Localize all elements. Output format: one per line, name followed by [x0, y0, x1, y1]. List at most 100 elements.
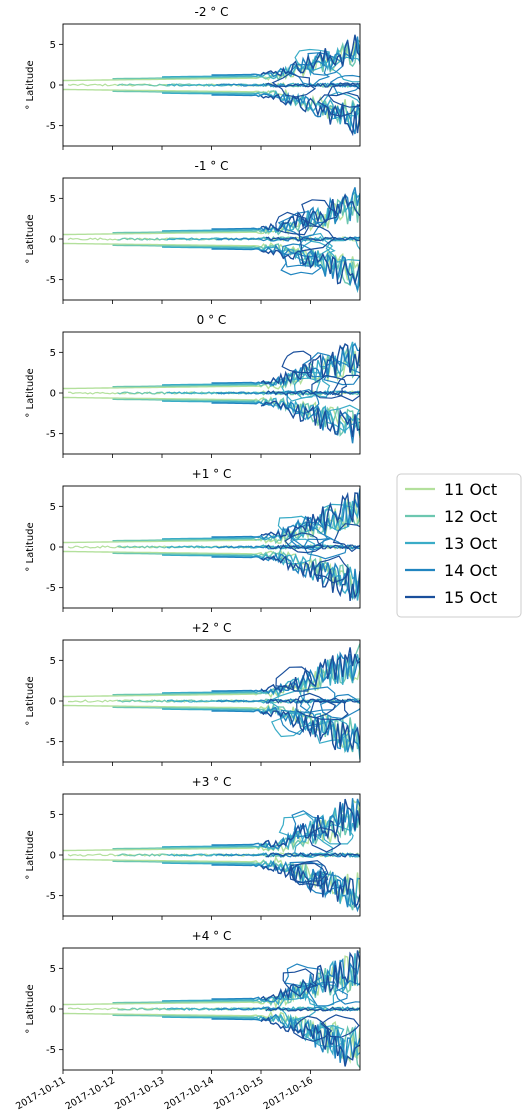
contour-line: [260, 555, 360, 602]
plot-frame: [62, 793, 361, 917]
contour-line: [323, 359, 360, 386]
plot-frame: [62, 331, 361, 455]
contour-line: [112, 859, 360, 911]
contour-line: [260, 343, 360, 386]
contour-line: [211, 706, 360, 753]
contour-line: [260, 34, 360, 77]
contour-line: [161, 492, 360, 541]
panel-title: +1 ° C: [192, 467, 232, 481]
contour-line: [278, 996, 316, 1023]
contour-line: [63, 396, 360, 438]
contour-line: [306, 52, 344, 76]
panel-title: 0 ° C: [197, 313, 227, 327]
contour-line: [161, 807, 360, 851]
x-axis: 2017-10-112017-10-122017-10-132017-10-14…: [14, 1075, 315, 1112]
y-tick-label: 0: [50, 543, 56, 554]
contour-line: [334, 979, 360, 1005]
plot-frame: [62, 639, 361, 763]
contour-line: [277, 538, 316, 565]
contour-line: [265, 82, 360, 88]
panels: -2 ° C ° Latitude -5 0 5 -1 ° C ° Latitude -5 0 5…: [25, 5, 361, 1074]
contour-line: [265, 544, 360, 550]
contour-line: [166, 698, 360, 704]
contour-line: [161, 553, 360, 601]
contour-line: [260, 798, 360, 848]
contour-line: [63, 88, 360, 132]
contour-line: [281, 350, 312, 374]
contour-line: [260, 1016, 360, 1067]
y-tick-label: -5: [46, 121, 56, 132]
contour-line: [303, 537, 347, 560]
contour-line: [260, 950, 360, 1002]
contour-line: [166, 852, 360, 858]
legend-box: [396, 473, 522, 618]
contour-line: [112, 37, 360, 82]
x-tick-label: 2017-10-12: [64, 1075, 117, 1112]
panel: +4 ° C ° Latitude -5 0 5: [25, 929, 361, 1074]
contour-line: [211, 860, 360, 913]
contour-line: [216, 82, 360, 88]
contours: [63, 341, 360, 444]
y-tick-label: 5: [50, 810, 56, 821]
legend: 11 Oct 12 Oct 13 Oct 14 Oct 15 Oct: [396, 473, 522, 618]
contour-line: [289, 60, 331, 86]
panel: +2 ° C ° Latitude -5 0 5: [25, 621, 361, 766]
plot-frame: [62, 23, 361, 147]
panel-title: +2 ° C: [192, 621, 232, 635]
y-tick-label: -5: [46, 737, 56, 748]
contour-line: [161, 705, 360, 760]
contour-line: [265, 698, 360, 704]
y-tick-label: 0: [50, 697, 56, 708]
contour-line: [291, 810, 327, 838]
contours: [63, 643, 360, 760]
contours: [63, 34, 360, 137]
panel-title: +4 ° C: [192, 929, 232, 943]
contour-line: [63, 797, 360, 853]
contour-line: [260, 710, 360, 751]
panel-title: -1 ° C: [195, 159, 229, 173]
contour-line: [275, 211, 309, 236]
y-tick-label: -5: [46, 891, 56, 902]
contour-line: [63, 196, 360, 236]
contour-line: [166, 82, 360, 88]
legend-label: 13 Oct: [444, 534, 497, 553]
contour-line: [288, 860, 329, 884]
y-axis-label: ° Latitude: [25, 522, 36, 571]
contour-line: [325, 236, 360, 263]
contour-line: [161, 397, 360, 436]
x-tick-label: 2017-10-16: [262, 1075, 315, 1112]
contour-line: [265, 1006, 360, 1012]
contour-line: [161, 190, 360, 234]
contour-line: [112, 243, 360, 287]
contour-line: [284, 532, 325, 554]
panel: -2 ° C ° Latitude -5 0 5: [25, 5, 361, 150]
contour-line: [296, 692, 337, 719]
y-tick-label: 0: [50, 81, 56, 92]
y-axis-label: ° Latitude: [25, 984, 36, 1033]
y-axis-label: ° Latitude: [25, 676, 36, 725]
contour-line: [281, 243, 316, 268]
contour-line: [112, 951, 360, 1007]
contour-line: [275, 666, 313, 692]
y-tick-label: 5: [50, 656, 56, 667]
contour-line: [286, 388, 320, 415]
y-axis-label: ° Latitude: [25, 830, 36, 879]
contour-line: [112, 643, 360, 696]
contour-line: [211, 957, 360, 1003]
contour-line: [317, 91, 360, 117]
contour-line: [161, 38, 360, 80]
contour-line: [216, 1006, 360, 1012]
y-tick-label: 5: [50, 348, 56, 359]
plot-frame: [62, 485, 361, 609]
contour-line: [166, 236, 360, 243]
panel: +1 ° C ° Latitude -5 0 5: [25, 467, 361, 612]
contour-line: [63, 242, 360, 281]
contour-line: [313, 555, 350, 584]
contour-line: [290, 862, 329, 887]
plot-frame: [62, 177, 361, 301]
y-tick-label: 0: [50, 851, 56, 862]
panel: 0 ° C ° Latitude -5 0 5: [25, 313, 361, 458]
y-tick-label: -5: [46, 429, 56, 440]
y-tick-label: 5: [50, 502, 56, 513]
